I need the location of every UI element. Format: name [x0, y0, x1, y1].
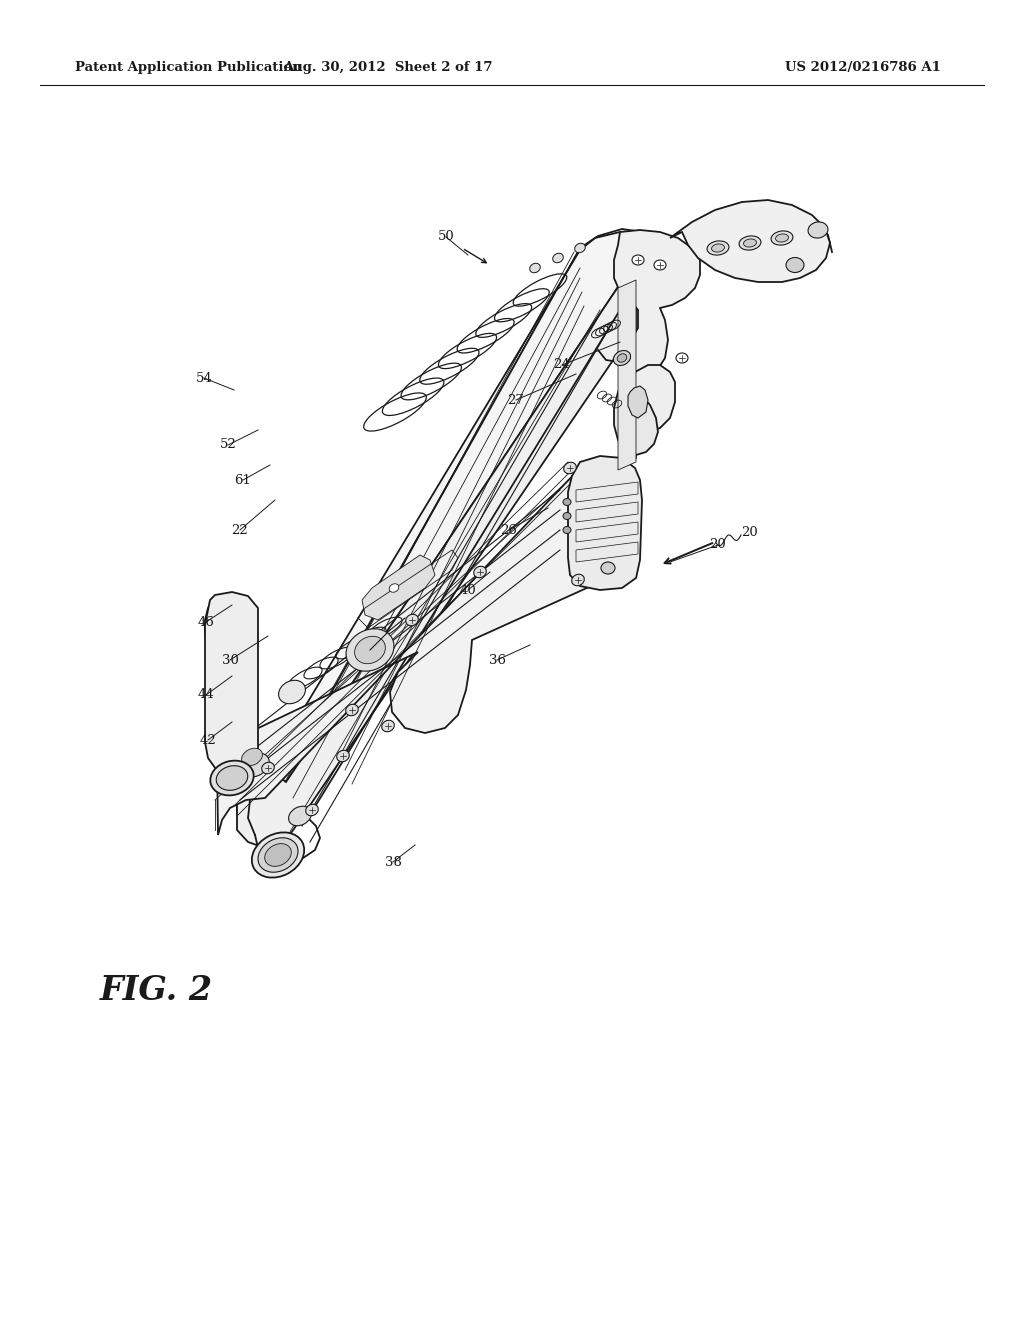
- Text: 44: 44: [198, 689, 214, 701]
- Polygon shape: [568, 455, 642, 590]
- Text: 50: 50: [437, 231, 455, 243]
- Text: 22: 22: [231, 524, 249, 536]
- Ellipse shape: [210, 760, 254, 796]
- Ellipse shape: [346, 628, 394, 671]
- Ellipse shape: [808, 222, 828, 238]
- Ellipse shape: [279, 680, 305, 704]
- Text: 30: 30: [221, 653, 239, 667]
- Ellipse shape: [786, 257, 804, 272]
- Ellipse shape: [712, 244, 724, 252]
- Polygon shape: [618, 280, 636, 470]
- Ellipse shape: [389, 583, 398, 593]
- Ellipse shape: [617, 354, 627, 362]
- Ellipse shape: [563, 499, 571, 506]
- Ellipse shape: [306, 804, 318, 816]
- Polygon shape: [626, 366, 675, 432]
- Ellipse shape: [258, 838, 298, 873]
- Ellipse shape: [252, 833, 304, 878]
- Text: 20: 20: [710, 539, 726, 552]
- Ellipse shape: [613, 351, 631, 366]
- Text: 38: 38: [385, 855, 401, 869]
- Text: US 2012/0216786 A1: US 2012/0216786 A1: [785, 62, 941, 74]
- Ellipse shape: [529, 263, 541, 273]
- Polygon shape: [362, 554, 435, 620]
- Text: 42: 42: [200, 734, 216, 747]
- Ellipse shape: [242, 748, 262, 766]
- Text: 27: 27: [508, 393, 524, 407]
- Text: FIG. 2: FIG. 2: [100, 974, 213, 1006]
- Ellipse shape: [654, 260, 666, 271]
- Polygon shape: [205, 462, 638, 836]
- Text: 61: 61: [234, 474, 252, 487]
- Ellipse shape: [382, 721, 394, 731]
- Ellipse shape: [743, 239, 757, 247]
- Ellipse shape: [571, 574, 585, 586]
- Ellipse shape: [563, 462, 577, 474]
- Ellipse shape: [553, 253, 563, 263]
- Ellipse shape: [775, 234, 788, 242]
- Text: 20: 20: [741, 525, 759, 539]
- Text: 46: 46: [198, 615, 214, 628]
- Text: 54: 54: [196, 371, 212, 384]
- Ellipse shape: [632, 255, 644, 265]
- Polygon shape: [237, 284, 625, 847]
- Text: 26: 26: [501, 524, 517, 536]
- Text: 36: 36: [488, 653, 506, 667]
- Ellipse shape: [563, 512, 571, 520]
- Ellipse shape: [289, 807, 311, 826]
- Ellipse shape: [601, 562, 615, 574]
- Ellipse shape: [337, 750, 349, 762]
- Ellipse shape: [241, 752, 269, 777]
- Polygon shape: [237, 232, 652, 834]
- Ellipse shape: [707, 242, 729, 255]
- Polygon shape: [628, 385, 648, 418]
- Ellipse shape: [406, 614, 418, 626]
- Polygon shape: [205, 591, 258, 777]
- Polygon shape: [614, 230, 700, 381]
- Ellipse shape: [676, 352, 688, 363]
- Text: Patent Application Publication: Patent Application Publication: [75, 62, 302, 74]
- Ellipse shape: [354, 636, 385, 664]
- Polygon shape: [670, 201, 830, 282]
- Ellipse shape: [739, 236, 761, 249]
- Ellipse shape: [563, 527, 571, 533]
- Text: 40: 40: [460, 583, 476, 597]
- Polygon shape: [252, 781, 295, 834]
- Ellipse shape: [574, 243, 586, 252]
- Ellipse shape: [474, 566, 486, 578]
- Ellipse shape: [771, 231, 793, 246]
- Ellipse shape: [264, 843, 291, 866]
- Polygon shape: [614, 380, 658, 455]
- Text: 24: 24: [554, 359, 570, 371]
- Text: 52: 52: [219, 438, 237, 451]
- Text: Aug. 30, 2012  Sheet 2 of 17: Aug. 30, 2012 Sheet 2 of 17: [284, 62, 493, 74]
- Ellipse shape: [216, 766, 248, 791]
- Ellipse shape: [346, 705, 358, 715]
- Ellipse shape: [262, 762, 274, 774]
